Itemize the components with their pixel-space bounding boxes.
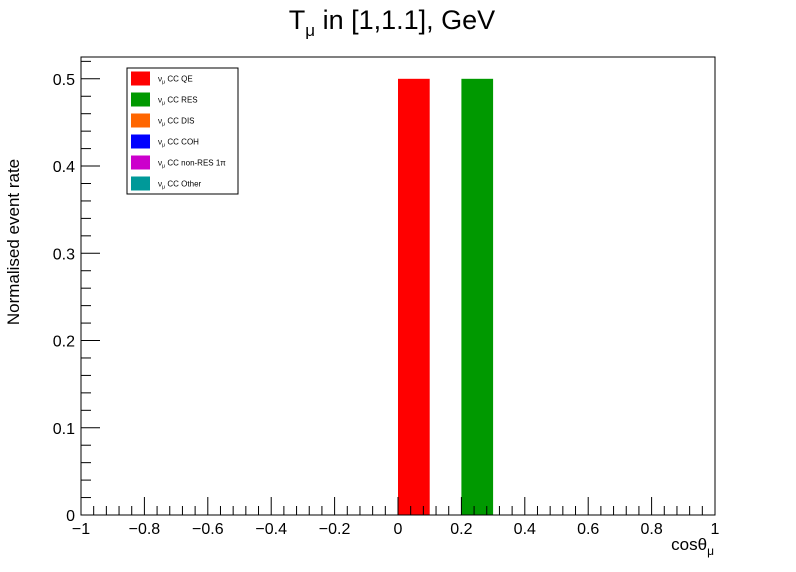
y-ticks: 0 0.1 0.2 0.3 0.4 0.5	[53, 60, 100, 525]
x-tick-label: −1	[72, 521, 90, 538]
legend-label-cc-qe: νμ CC QE	[158, 75, 193, 86]
legend-box	[126, 67, 239, 195]
legend-swatch-cc-non-res-1-	[131, 155, 150, 170]
bar-cc-qe-0	[398, 78, 430, 516]
y-tick-label: 0.1	[53, 421, 75, 438]
legend-label-cc-coh: νμ CC COH	[158, 138, 199, 149]
legend-label-cc-non-res-1-: νμ CC non-RES 1π	[158, 159, 226, 170]
y-tick-label: 0.3	[53, 246, 75, 263]
x-tick-label: 0.6	[577, 521, 599, 538]
legend-label-cc-other: νμ CC Other	[158, 180, 202, 191]
y-tick-label: 0.4	[53, 159, 75, 176]
x-ticks: −1 −0.8 −0.6 −0.4 −0.2 0 0.2 0.4 0.6 0.8 1	[72, 497, 720, 538]
x-tick-label: 0.8	[640, 521, 662, 538]
legend-swatch-cc-other	[131, 176, 150, 191]
legend: νμ CC QE νμ CC RES νμ CC DIS νμ CC COH νμ CC…	[126, 67, 239, 195]
y-tick-label: 0.2	[53, 334, 75, 351]
legend-swatch-cc-dis	[131, 113, 150, 128]
x-tick-label: 1	[711, 521, 720, 538]
legend-swatch-cc-qe	[131, 71, 150, 86]
x-tick-label: 0.4	[514, 521, 536, 538]
chart-title: Tμ in [1,1.1], GeV	[289, 5, 495, 40]
x-tick-label: −0.4	[255, 521, 287, 538]
x-axis-label: cosθμ	[671, 535, 714, 558]
legend-swatch-cc-res	[131, 92, 150, 107]
legend-label-cc-dis: νμ CC DIS	[158, 117, 195, 128]
legend-swatch-cc-coh	[131, 134, 150, 149]
bars	[398, 78, 494, 516]
y-tick-label: 0.5	[53, 72, 75, 89]
x-tick-label: −0.6	[192, 521, 224, 538]
x-tick-label: −0.8	[129, 521, 161, 538]
legend-label-cc-res: νμ CC RES	[158, 96, 198, 107]
y-tick-label: 0	[66, 508, 75, 525]
x-tick-label: 0.2	[450, 521, 472, 538]
x-tick-label: −0.2	[319, 521, 351, 538]
y-axis-label: Normalised event rate	[4, 159, 23, 325]
x-tick-label: 0	[394, 521, 403, 538]
bar-cc-res-0	[461, 78, 494, 516]
